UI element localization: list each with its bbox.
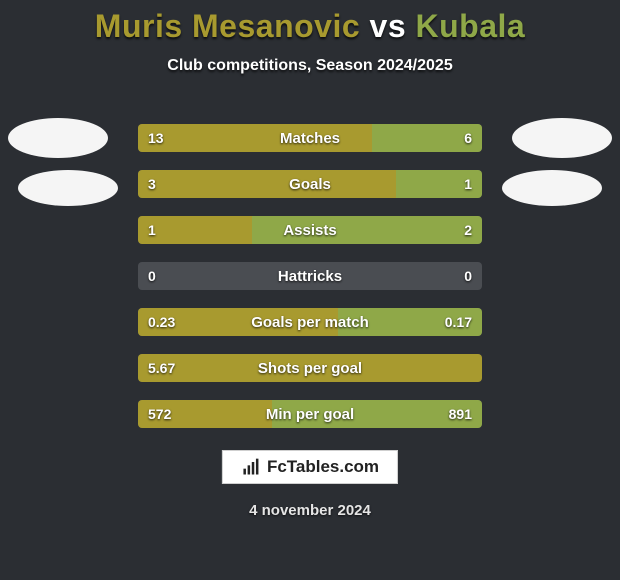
stat-row: Assists12 — [138, 216, 482, 244]
player2-avatar-bottom — [502, 170, 602, 206]
stat-label: Hattricks — [138, 262, 482, 290]
stat-row: Min per goal572891 — [138, 400, 482, 428]
stat-value-left: 572 — [138, 400, 181, 428]
stat-value-right: 6 — [454, 124, 482, 152]
stat-value-right: 0.17 — [435, 308, 482, 336]
stat-value-right: 1 — [454, 170, 482, 198]
stat-value-left: 1 — [138, 216, 166, 244]
stat-fill-left — [138, 170, 396, 198]
vs-label: vs — [370, 8, 407, 44]
chart-icon — [241, 457, 261, 477]
stat-row: Goals31 — [138, 170, 482, 198]
stat-row: Shots per goal5.67 — [138, 354, 482, 382]
subtitle: Club competitions, Season 2024/2025 — [0, 57, 620, 75]
stats-bars-container: Matches136Goals31Assists12Hattricks00Goa… — [138, 124, 482, 446]
player2-avatar-top — [512, 118, 612, 158]
stat-fill-left — [138, 354, 482, 382]
stat-value-left: 13 — [138, 124, 174, 152]
stat-value-left: 3 — [138, 170, 166, 198]
player1-name: Muris Mesanovic — [95, 8, 360, 44]
stat-value-left: 5.67 — [138, 354, 185, 382]
stat-row: Goals per match0.230.17 — [138, 308, 482, 336]
date-label: 4 november 2024 — [0, 502, 620, 519]
logo-text: FcTables.com — [267, 457, 379, 477]
player1-avatar-bottom — [18, 170, 118, 206]
stat-value-right: 2 — [454, 216, 482, 244]
stat-value-left: 0.23 — [138, 308, 185, 336]
stat-row: Hattricks0 0 — [138, 262, 482, 290]
comparison-title: Muris Mesanovic vs Kubala — [0, 0, 620, 45]
fctables-logo[interactable]: FcTables.com — [222, 450, 398, 484]
stat-row: Matches136 — [138, 124, 482, 152]
player1-avatar-top — [8, 118, 108, 158]
player2-name: Kubala — [416, 8, 526, 44]
stat-value-right: 891 — [439, 400, 482, 428]
stat-fill-right — [252, 216, 482, 244]
stat-value-right: 0 — [454, 262, 482, 290]
stat-value-left: 0 — [138, 262, 166, 290]
